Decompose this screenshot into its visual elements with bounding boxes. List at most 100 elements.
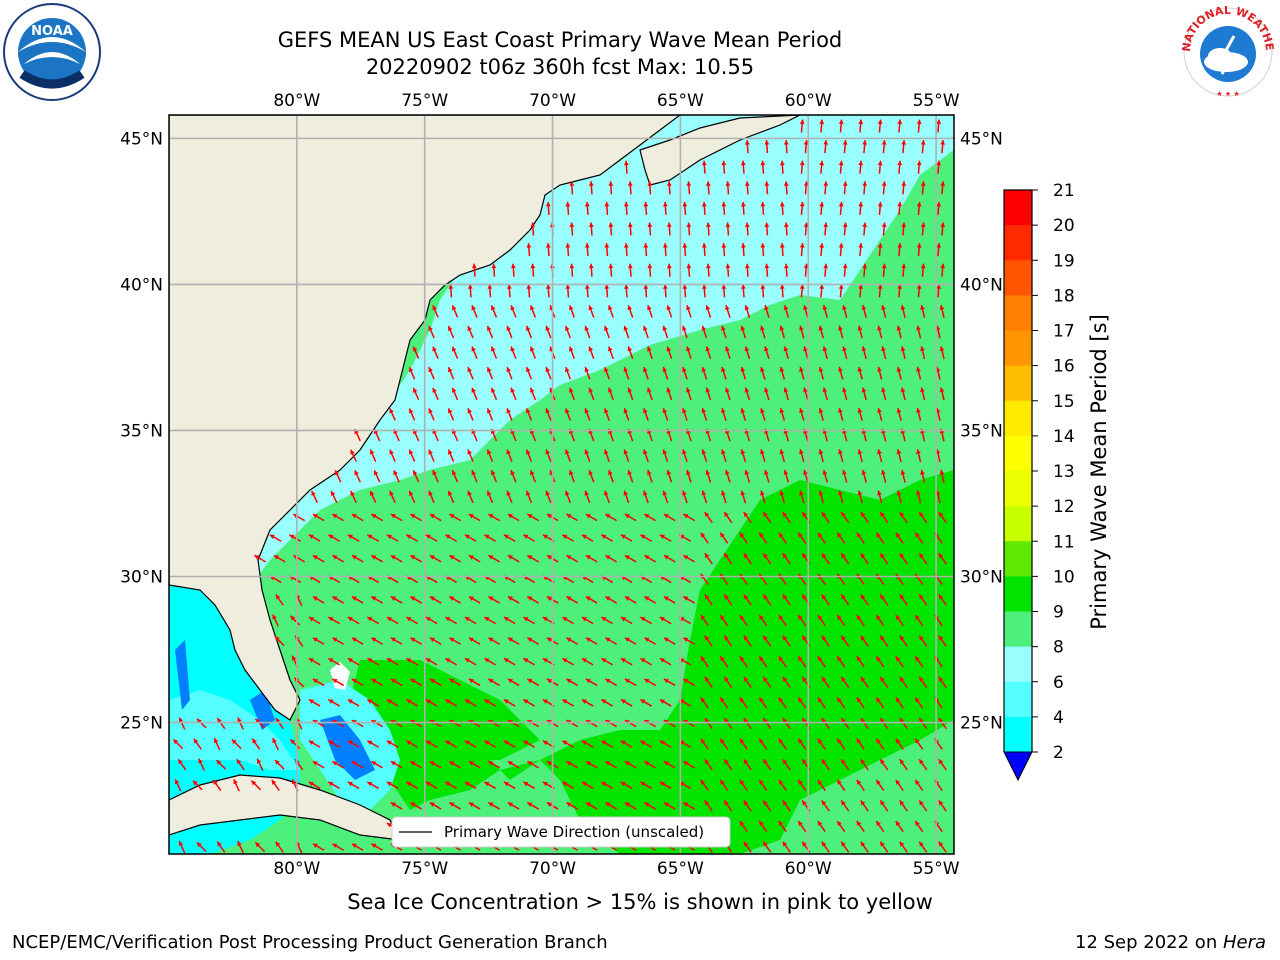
- wave-arrow: [529, 346, 537, 359]
- colorbar-tick-label: 4: [1053, 708, 1064, 728]
- wave-arrow: [405, 781, 419, 790]
- wave-arrow: [627, 346, 634, 359]
- wave-arrow: [861, 346, 867, 360]
- wave-arrow: [778, 655, 787, 668]
- wave-arrow: [647, 263, 653, 277]
- wave-arrow: [895, 532, 904, 544]
- wave-arrow: [334, 470, 342, 483]
- wave-arrow: [588, 305, 595, 318]
- wave-arrow: [623, 201, 629, 215]
- wave-arrow: [486, 449, 494, 462]
- wave-arrow: [565, 554, 579, 563]
- wave-arrow: [842, 304, 848, 318]
- wave-arrow: [840, 800, 850, 812]
- wave-arrow: [760, 160, 766, 174]
- wave-arrow: [743, 552, 752, 565]
- wave-arrow: [389, 449, 396, 462]
- wave-arrow: [429, 678, 442, 687]
- wave-arrow: [289, 615, 301, 626]
- wave-arrow: [940, 263, 946, 277]
- wave-arrow: [840, 635, 850, 647]
- wave-arrow: [447, 449, 455, 462]
- wave-arrow: [744, 263, 750, 277]
- noaa-logo: NOAA: [3, 3, 101, 101]
- wave-arrow: [857, 490, 863, 504]
- wave-arrow: [920, 469, 926, 483]
- wave-arrow: [425, 781, 438, 790]
- wave-arrow: [896, 490, 902, 504]
- wave-arrow: [604, 554, 618, 563]
- colorbar-tick-label: 13: [1053, 462, 1075, 482]
- wave-arrow: [916, 490, 922, 504]
- wave-arrow: [721, 201, 727, 215]
- wave-arrow: [704, 511, 713, 524]
- wave-arrow: [778, 738, 787, 750]
- wave-arrow: [739, 697, 748, 709]
- wave-arrow: [526, 513, 540, 522]
- wave-arrow: [526, 678, 540, 687]
- wave-arrow: [623, 490, 630, 504]
- wave-arrow: [760, 449, 766, 463]
- wave-arrow: [721, 284, 727, 298]
- wave-arrow: [275, 841, 284, 853]
- wave-arrow: [701, 243, 707, 257]
- wave-arrow: [704, 594, 713, 606]
- wave-arrow: [743, 758, 752, 771]
- wave-arrow: [608, 305, 614, 318]
- wave-arrow: [389, 490, 396, 504]
- colorbar-tick-label: 11: [1053, 532, 1075, 552]
- wave-arrow: [838, 407, 844, 421]
- wave-arrow: [762, 841, 772, 853]
- wave-arrow: [725, 304, 731, 318]
- wave-arrow: [686, 263, 692, 277]
- wave-arrow: [778, 820, 787, 833]
- wave-arrow: [308, 740, 321, 748]
- wave-arrow: [600, 534, 614, 542]
- wave-arrow: [429, 760, 442, 769]
- wave-arrow: [178, 840, 186, 854]
- wave-arrow: [269, 534, 282, 542]
- wave-arrow: [821, 594, 830, 606]
- wave-arrow: [821, 800, 830, 812]
- wave-arrow: [487, 595, 501, 604]
- colorbar-tick-label: 15: [1053, 392, 1075, 412]
- wave-arrow: [842, 387, 848, 401]
- wave-arrow: [312, 678, 325, 687]
- wave-arrow: [526, 554, 540, 563]
- wave-arrow: [643, 366, 649, 380]
- wave-arrow: [237, 717, 244, 730]
- wave-arrow: [545, 449, 552, 462]
- wave-arrow: [483, 781, 497, 790]
- wave-arrow: [569, 346, 575, 359]
- wave-arrow: [938, 635, 947, 647]
- wave-arrow: [875, 779, 885, 791]
- wave-arrow: [620, 740, 633, 748]
- colorbar-tick-label: 19: [1053, 251, 1075, 271]
- credit-date-text: 12 Sep 2022 on: [1075, 932, 1223, 953]
- lat-label-right: 45°N: [960, 129, 1003, 149]
- wave-arrow: [896, 449, 902, 463]
- wave-arrow: [522, 616, 536, 625]
- wave-arrow: [662, 366, 669, 380]
- wave-arrow: [860, 511, 869, 524]
- wave-arrow: [251, 738, 261, 750]
- wave-arrow: [174, 778, 182, 792]
- wave-arrow: [861, 304, 867, 318]
- wave-arrow: [447, 408, 455, 421]
- wave-arrow: [764, 263, 770, 277]
- wave-arrow: [899, 676, 908, 688]
- wave-arrow: [838, 243, 844, 257]
- wave-arrow: [215, 759, 227, 770]
- wave-arrow: [351, 595, 364, 604]
- wave-arrow: [817, 779, 826, 791]
- wave-arrow: [821, 841, 830, 853]
- wave-arrow: [818, 449, 824, 463]
- wave-arrow: [797, 820, 807, 833]
- colorbar-tick-label: 14: [1053, 427, 1075, 447]
- credit-branch: NCEP/EMC/Verification Post Processing Pr…: [12, 932, 608, 953]
- wave-arrow: [522, 781, 536, 790]
- wave-arrow: [895, 779, 904, 791]
- wave-arrow: [451, 469, 459, 483]
- wave-arrow: [881, 469, 887, 483]
